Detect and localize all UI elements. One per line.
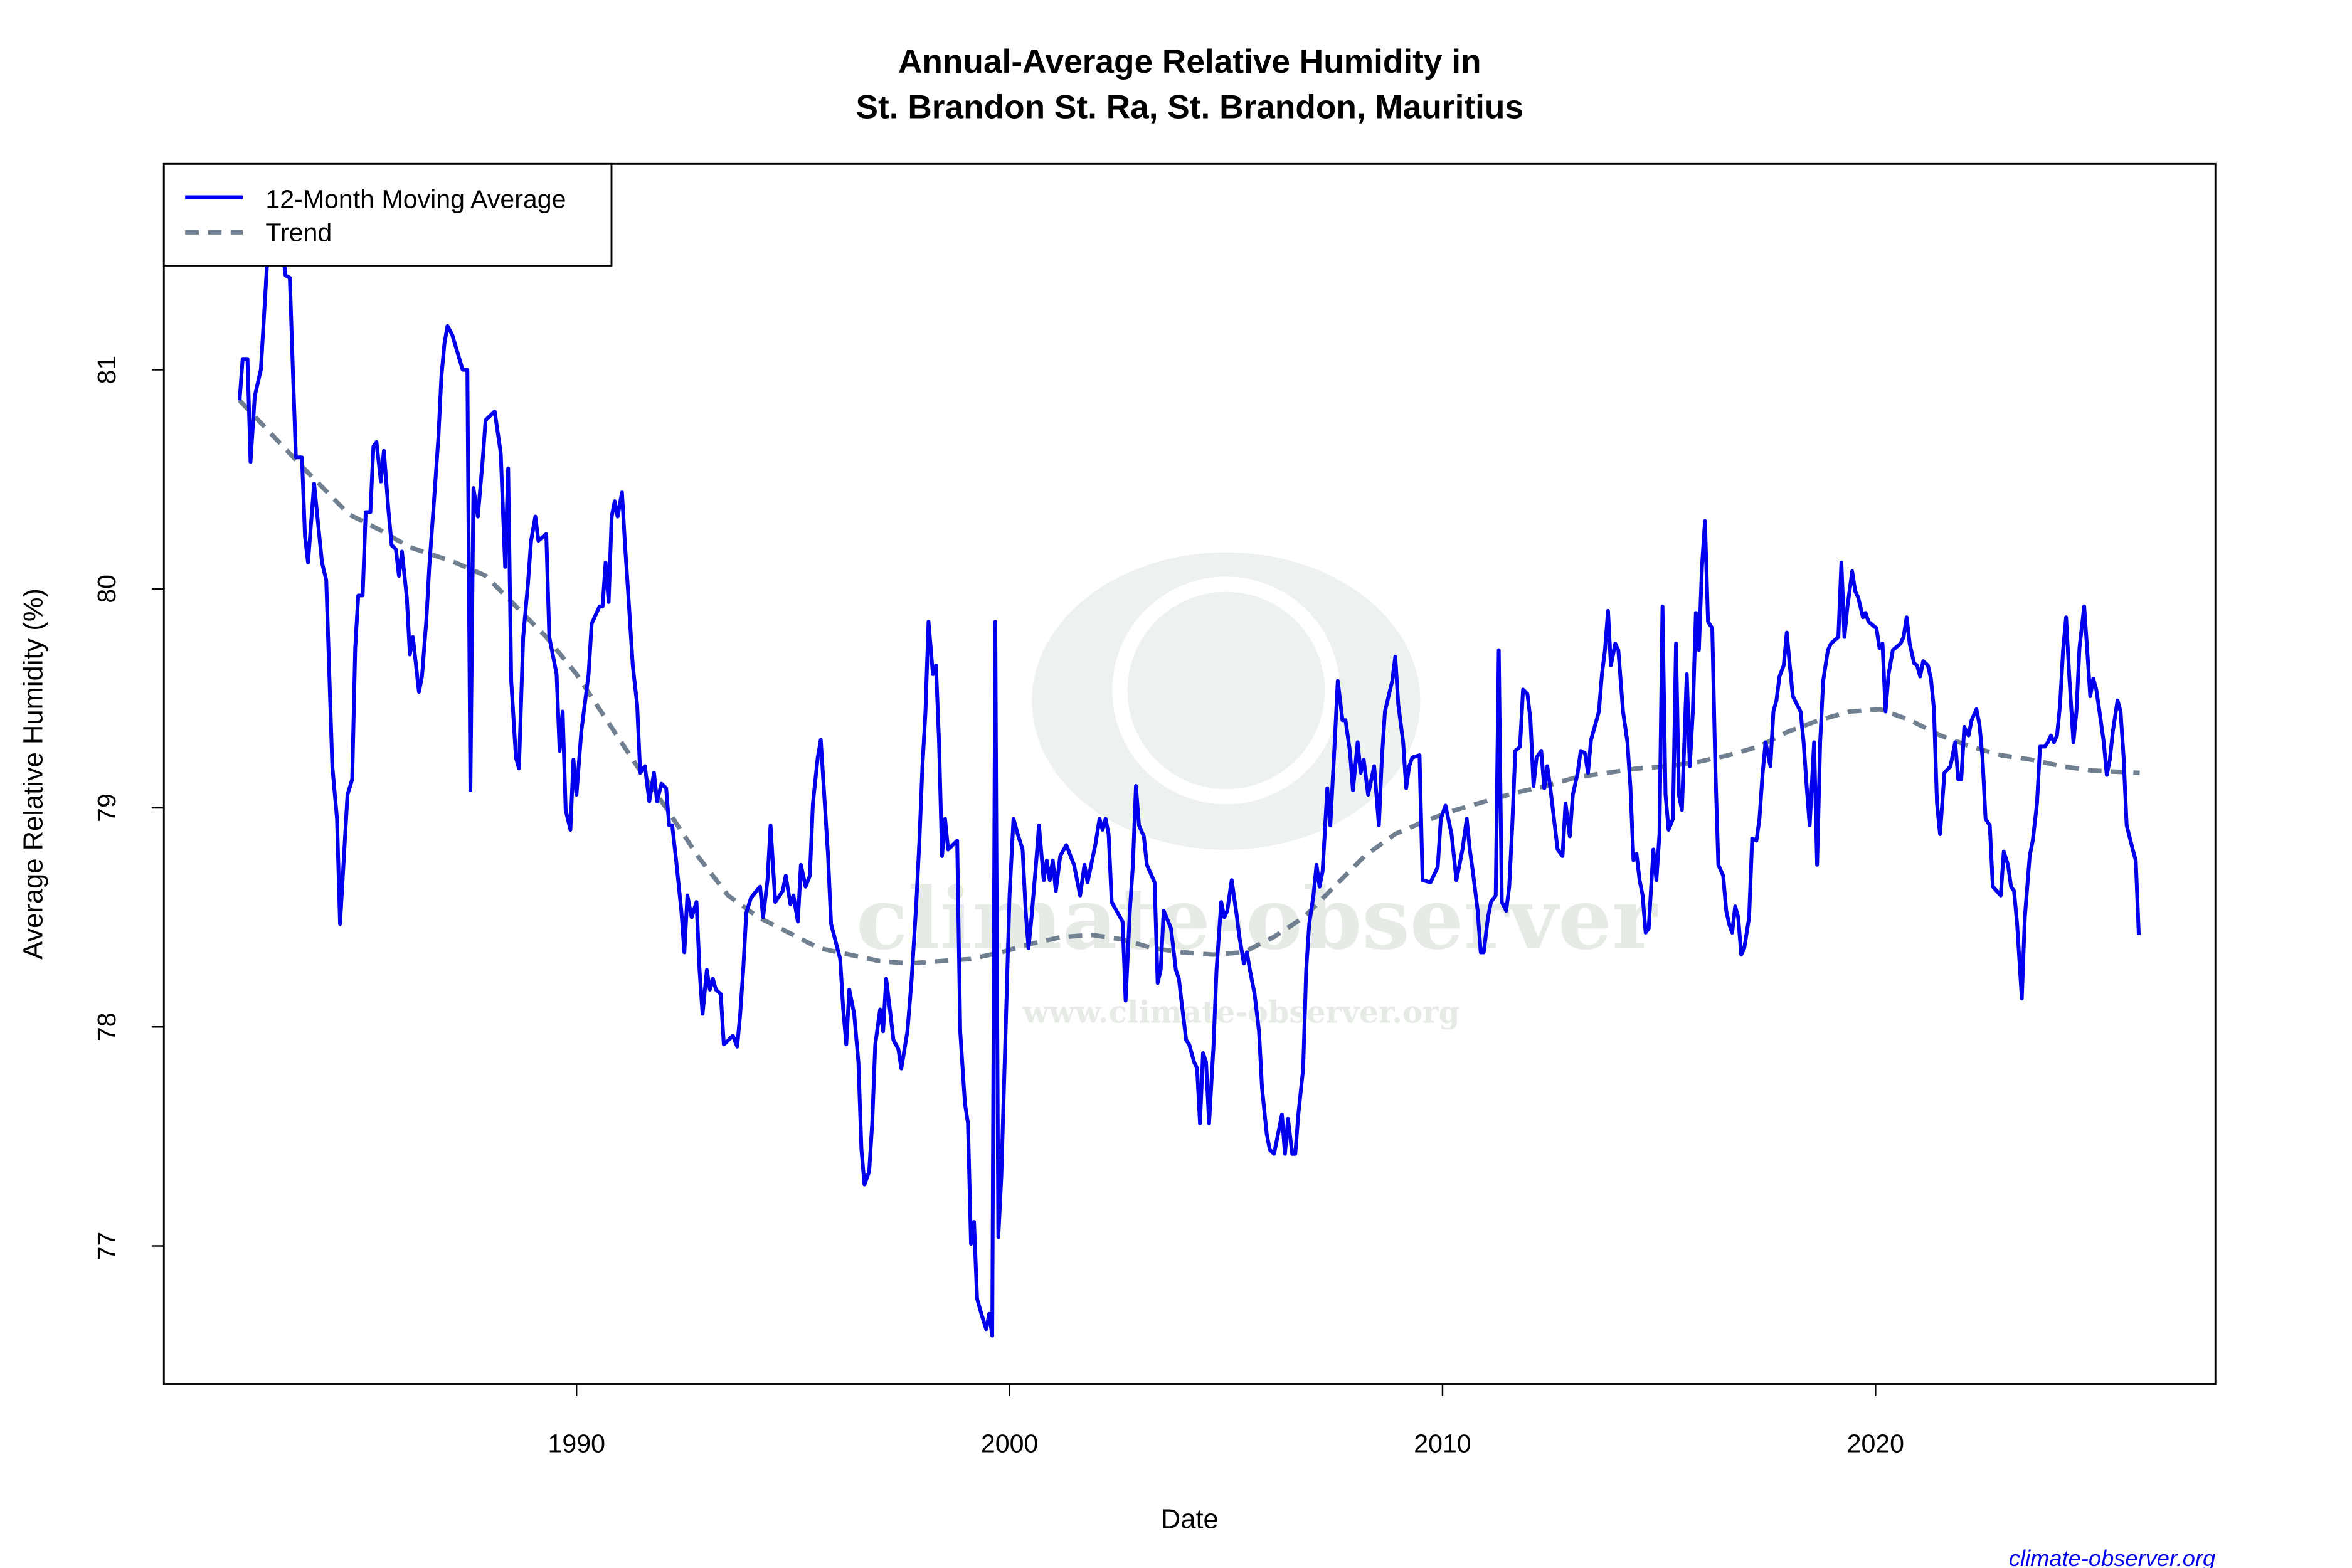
x-axis-label: Date: [1161, 1504, 1219, 1534]
plot-frame: [162, 162, 2217, 1385]
legend-box: [162, 162, 613, 267]
x-tick-label: 1990: [548, 1429, 605, 1458]
globe-icon: [1112, 576, 1340, 805]
y-tick-label: 80: [92, 575, 121, 603]
x-tick-label: 2020: [1847, 1429, 1904, 1458]
watermark-url: www.climate-observer.org: [1022, 995, 1460, 1030]
y-tick-label: 81: [92, 356, 121, 384]
watermark-text: climate-observer: [856, 869, 1658, 968]
y-axis-label: Average Relative Humidity (%): [19, 588, 49, 960]
chart-subtitle: St. Brandon St. Ra, St. Brandon, Mauriti…: [856, 89, 1523, 126]
legend: 12-Month Moving Average Trend: [162, 162, 613, 267]
y-tick-label: 77: [92, 1232, 121, 1261]
credit-link[interactable]: climate-observer.org: [2009, 1545, 2215, 1568]
trend-line: [238, 399, 2140, 966]
x-tick-label: 2010: [1414, 1429, 1471, 1458]
chart-title: Annual-Average Relative Humidity in: [898, 43, 1481, 80]
legend-label-trend: Trend: [265, 218, 332, 247]
y-tick-label: 78: [92, 1012, 121, 1041]
legend-label-moving-average: 12-Month Moving Average: [265, 184, 566, 213]
watermark-globe-logo: [1032, 552, 1421, 850]
watermark: climate-observer www.climate-observer.or…: [856, 552, 1658, 1030]
x-tick-label: 2000: [981, 1429, 1038, 1458]
moving-average-line: [237, 245, 2141, 1338]
y-tick-label: 79: [92, 793, 121, 822]
